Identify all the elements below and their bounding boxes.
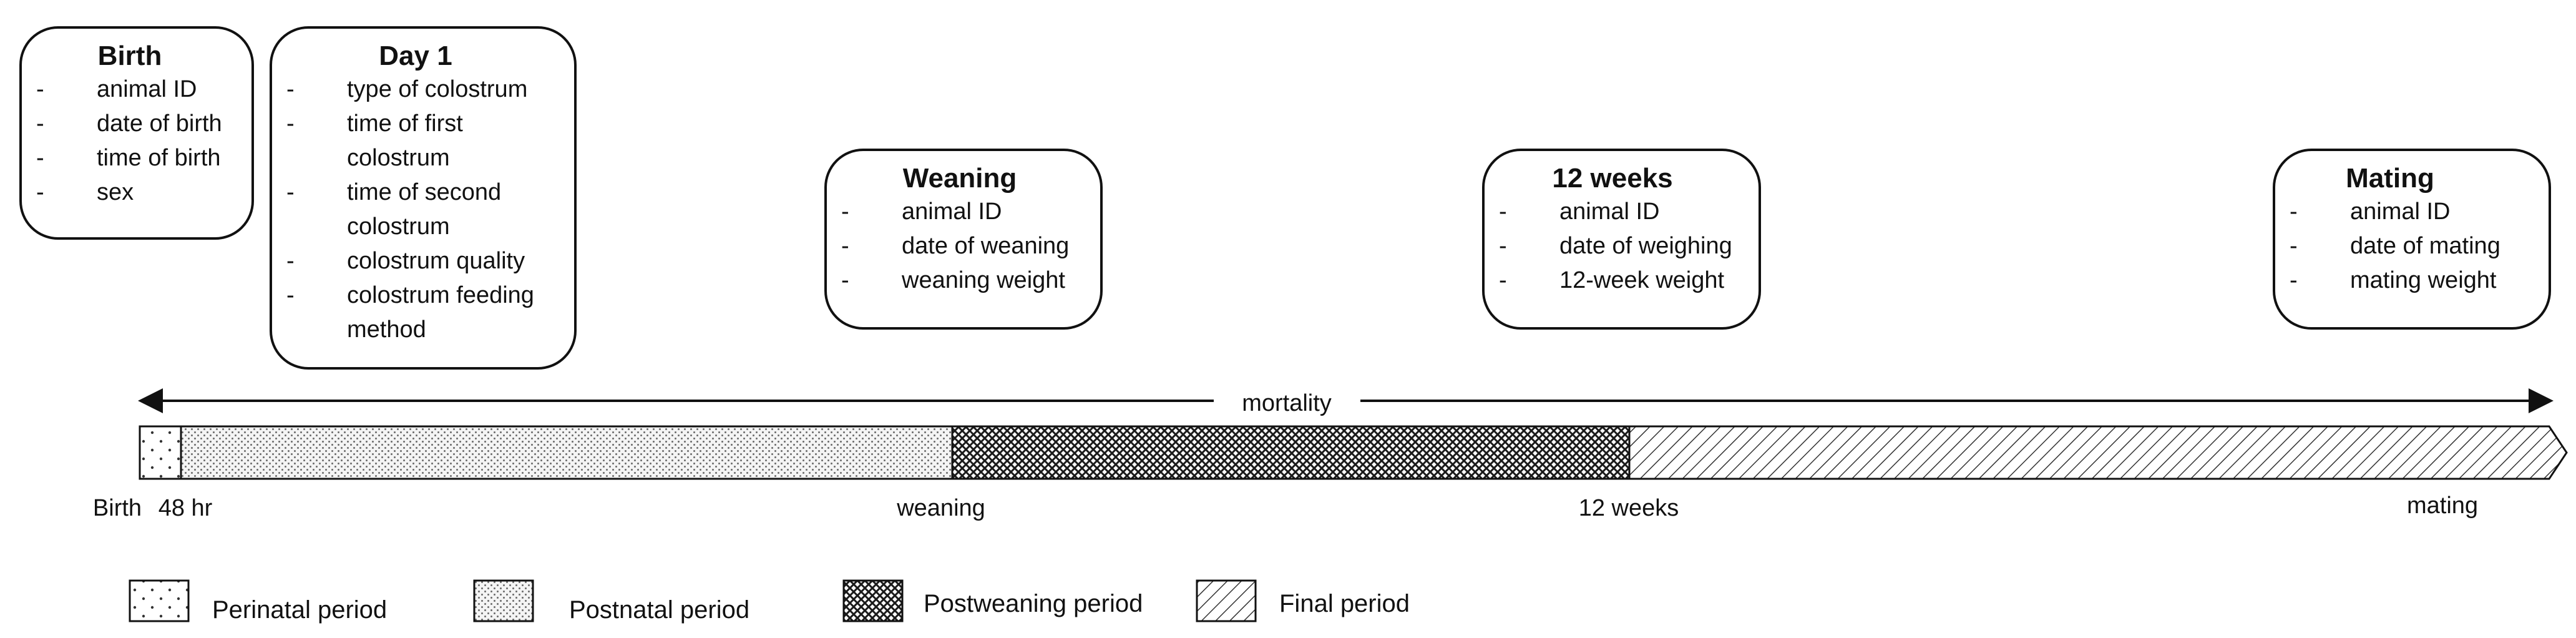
card-day1-bullet: -: [286, 76, 295, 102]
card-mating-bullet: -: [2290, 199, 2298, 225]
legend: Perinatal period Postnatal period Postwe…: [129, 579, 1410, 624]
card-weaning-item: weaning weight: [901, 267, 1065, 293]
final-segment: [1628, 425, 2568, 480]
timeline-labels: Birth 48 hr weaning 12 weeks mating: [93, 493, 2478, 521]
legend-swatch-postweaning: [842, 579, 904, 622]
card-birth-bullet: -: [36, 110, 44, 137]
card-birth-bullet: -: [36, 179, 44, 205]
card-day1-item: time of first: [347, 110, 463, 137]
timeline-label-48hr: 48 hr: [159, 495, 213, 521]
card-birth-bullet: -: [36, 76, 44, 102]
card-mating-title: Mating: [2346, 163, 2434, 194]
card-12weeks-frame: [1482, 149, 1761, 330]
card-day1-bullet: -: [286, 110, 295, 137]
card-day1-item: colostrum feeding: [347, 282, 534, 308]
legend-label-postnatal: Postnatal period: [569, 596, 749, 624]
card-birth-frame: [19, 26, 254, 240]
card-12weeks-title: 12 weeks: [1552, 163, 1672, 194]
card-birth-bullet: -: [36, 145, 44, 171]
event-cards: Birth - animal ID - date of birth - time of bi…: [19, 26, 2551, 370]
mortality-label: mortality: [1242, 390, 1332, 416]
card-mating-item: animal ID: [2350, 199, 2451, 225]
card-weaning-frame: [824, 149, 1103, 330]
postweaning-segment: [951, 425, 1631, 480]
card-mating-item: date of mating: [2350, 233, 2500, 259]
card-birth-item: animal ID: [97, 76, 197, 102]
card-day1-title: Day 1: [379, 41, 452, 71]
card-mating: Mating - animal ID - date of mating - mating w…: [2273, 149, 2551, 330]
card-day1-item: colostrum: [347, 145, 450, 171]
card-birth-item: date of birth: [97, 110, 222, 137]
card-weaning: Weaning - animal ID - date of weaning - weanin…: [824, 149, 1103, 330]
legend-swatch-postnatal: [473, 579, 534, 622]
postnatal-segment: [180, 425, 954, 480]
card-12weeks-bullet: -: [1499, 267, 1507, 293]
perinatal-segment: [139, 425, 182, 480]
card-day1-item: colostrum quality: [347, 248, 525, 274]
card-mating-frame: [2273, 149, 2551, 330]
card-birth-title: Birth: [98, 41, 162, 71]
timeline-bar: [139, 425, 2568, 480]
timeline-label-mating: mating: [2407, 493, 2478, 519]
card-12weeks-item: date of weighing: [1559, 233, 1732, 259]
legend-label-postweaning: Postweaning period: [924, 590, 1143, 617]
card-12weeks-bullet: -: [1499, 233, 1507, 259]
card-birth-item: sex: [97, 179, 134, 205]
card-day1-item: type of colostrum: [347, 76, 527, 102]
card-mating-item: mating weight: [2350, 267, 2497, 293]
card-birth-item: time of birth: [97, 145, 221, 171]
card-day1-bullet: -: [286, 179, 295, 205]
card-weaning-bullet: -: [841, 267, 849, 293]
card-12weeks-item: animal ID: [1559, 199, 1660, 225]
card-weaning-item: animal ID: [902, 199, 1002, 225]
card-weaning-bullet: -: [841, 199, 849, 225]
card-mating-bullet: -: [2290, 267, 2298, 293]
card-day1-bullet: -: [286, 248, 295, 274]
card-day1-frame: [270, 26, 577, 370]
timeline-label-weaning: weaning: [896, 495, 985, 521]
card-12weeks-bullet: -: [1499, 199, 1507, 225]
legend-swatch-perinatal: [129, 579, 190, 622]
card-day1-item: colostrum: [347, 213, 450, 240]
timeline-label-birth: Birth: [93, 495, 142, 521]
card-weaning-bullet: -: [841, 233, 849, 259]
card-weaning-item: date of weaning: [902, 233, 1069, 259]
card-birth: Birth - animal ID - date of birth - time of bi…: [19, 26, 254, 240]
card-mating-bullet: -: [2290, 233, 2298, 259]
legend-label-perinatal: Perinatal period: [212, 596, 387, 624]
card-12weeks: 12 weeks - animal ID - date of weighing - 12-w…: [1482, 149, 1761, 330]
card-12weeks-item: 12-week weight: [1559, 267, 1724, 293]
legend-label-final: Final period: [1279, 590, 1410, 617]
mortality-arrow: mortality: [138, 388, 2554, 416]
card-day1-item: time of second: [347, 179, 501, 205]
card-weaning-title: Weaning: [903, 163, 1017, 194]
card-day1: Day 1 - type of colostrum - time of first col…: [270, 26, 577, 370]
legend-swatch-final: [1196, 579, 1257, 622]
timeline-label-12weeks: 12 weeks: [1579, 495, 1679, 521]
card-day1-bullet: -: [286, 282, 295, 308]
card-day1-item: method: [347, 317, 426, 343]
